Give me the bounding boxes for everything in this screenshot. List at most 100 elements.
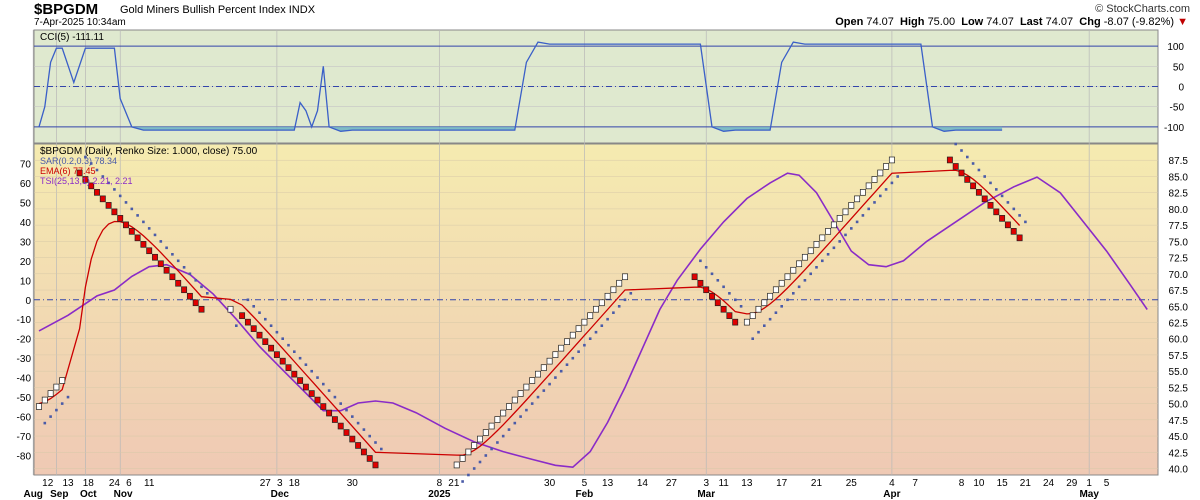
x-tick-label: 5 [1104,478,1110,489]
x-tick-label: 27 [666,478,678,489]
renko-brick-down [981,195,988,203]
renko-brick-down [964,176,971,183]
renko-brick-down [331,416,338,423]
price-tick-label: 65.0 [1169,302,1189,313]
renko-brick-down [958,169,965,177]
renko-brick-up [558,344,565,352]
renko-brick-down [372,461,379,469]
renko-brick-up [604,292,611,300]
renko-brick-down [360,448,367,456]
x-tick-label: 13 [62,478,74,489]
renko-brick-up [227,305,234,313]
renko-brick-down [326,409,333,417]
sar-dot [246,298,250,302]
x-month-label: Feb [576,489,594,500]
sar-dot [792,292,795,295]
renko-brick-down [157,260,164,268]
x-tick-label: 8 [437,478,443,489]
sar-dot [171,253,174,256]
renko-brick-down [308,390,315,397]
renko-brick-up [801,253,808,261]
sar-dot [165,246,168,250]
price-tick-label: 87.5 [1169,156,1189,167]
renko-brick-down [297,377,304,384]
renko-brick-down [134,234,141,242]
price-tick-label: 60.0 [1169,335,1189,346]
x-tick-label: 17 [776,478,788,489]
price-tick-label: 57.5 [1169,351,1189,362]
renko-brick-up [477,435,483,443]
x-tick-label: 21 [1020,478,1032,489]
price-tick-label: 70.0 [1169,270,1189,281]
renko-brick-down [244,318,251,326]
sar-dot [954,142,957,146]
tsi-tick-label: 0 [25,296,31,307]
renko-brick-up [587,312,594,319]
sar-dot [118,194,122,198]
x-tick-label: 24 [109,478,121,489]
sar-dot [879,194,882,198]
sar-dot [815,266,818,269]
sar-dot [206,292,209,295]
price-tick-label: 85.0 [1169,172,1189,183]
renko-brick-up [569,331,576,339]
renko-brick-down [349,435,356,443]
renko-brick-up [790,266,797,274]
renko-brick-down [987,202,994,209]
sar-dot [536,395,540,399]
sar-dot [281,337,284,340]
main-legend-entry: SAR(0.2,0.3) 78.34 [40,156,117,166]
sar-dot [995,188,998,191]
main-legend-entry: EMA(6) 77.45 [40,166,96,176]
sar-dot [501,434,505,438]
sar-dot [629,292,633,295]
renko-brick-down [94,189,100,196]
cci-tick-label: 100 [1167,42,1184,53]
sar-dot [867,207,870,211]
sar-dot [977,168,981,172]
renko-brick-down [169,273,176,281]
sar-dot [844,233,847,237]
sar-dot [1006,201,1010,204]
tsi-tick-label: -10 [17,315,32,326]
sar-dot [188,272,192,276]
renko-brick-down [714,299,721,307]
sar-dot [142,220,145,224]
sar-dot [362,428,366,431]
renko-brick-down [1010,228,1017,235]
renko-brick-up [877,169,884,177]
renko-brick-up [581,318,588,326]
down-arrow-icon: ▼ [1177,16,1188,28]
renko-brick-up [500,409,507,417]
tsi-tick-label: 70 [20,159,32,170]
renko-brick-up [813,241,820,248]
sar-dot [269,324,273,327]
renko-brick-down [1016,234,1023,242]
renko-brick-down [952,163,959,170]
renko-brick-down [273,351,280,358]
sar-dot [797,285,801,289]
sar-dot [600,324,604,327]
sar-dot [327,389,331,392]
price-tick-label: 47.5 [1169,416,1189,427]
x-month-label: Mar [697,489,715,500]
sar-dot [826,253,830,256]
renko-brick-up [564,338,570,345]
renko-brick-up [761,299,768,307]
renko-brick-down [720,305,727,313]
sar-dot [548,382,551,386]
sar-dot [884,188,888,191]
renko-brick-down [140,241,147,248]
x-tick-label: 7 [912,478,918,489]
renko-brick-up [825,228,832,235]
exchange-label: INDX [288,4,316,16]
x-tick-label: 8 [959,478,965,489]
sar-dot [159,240,163,243]
x-tick-label: 18 [289,478,301,489]
sar-dot [496,441,499,444]
x-tick-label: 5 [582,478,588,489]
price-tick-label: 50.0 [1169,400,1189,411]
renko-brick-up [883,163,890,170]
sar-dot [322,382,325,386]
renko-brick-up [53,383,60,391]
